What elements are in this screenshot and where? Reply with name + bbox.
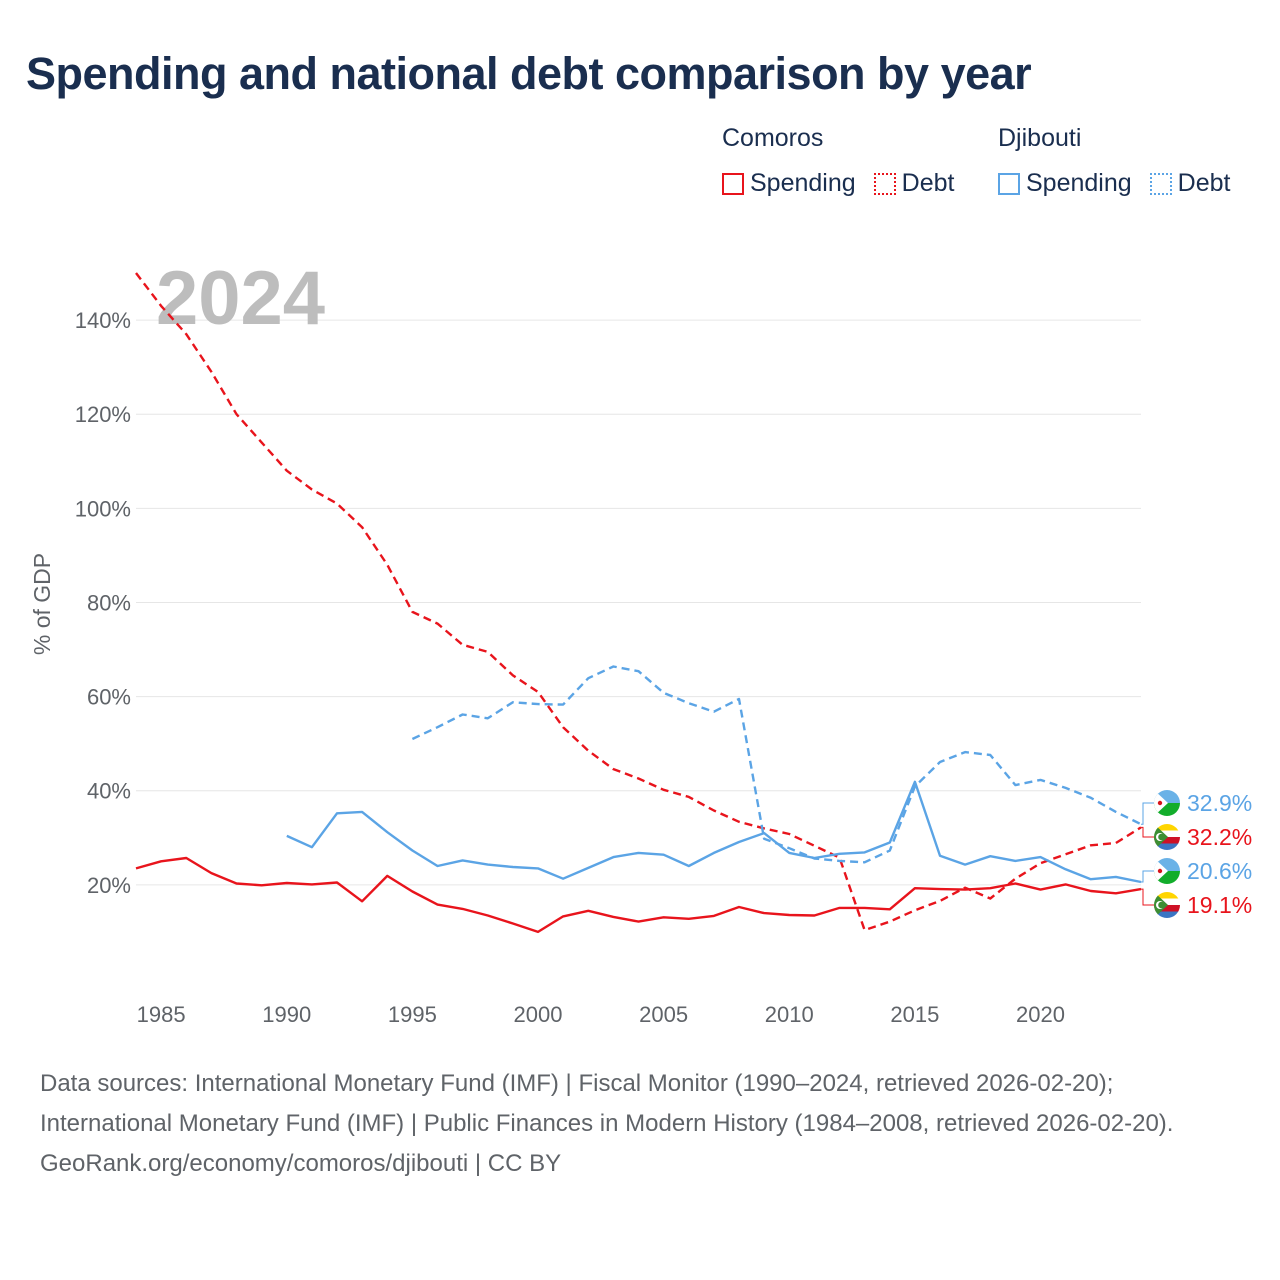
attribution-text[interactable]: GeoRank.org/economy/comoros/djibouti | C…: [40, 1150, 562, 1177]
flag-stripe: [1154, 905, 1180, 912]
data-sources: Data sources: International Monetary Fun…: [40, 1064, 1240, 1184]
legend-label: Debt: [901, 169, 955, 197]
x-tick-label: 2000: [514, 1002, 563, 1027]
x-tick-label: 1995: [388, 1002, 437, 1027]
y-axis-label: % of GDP: [29, 553, 55, 655]
gridlines: [136, 319, 1141, 886]
y-tick-label: 60%: [87, 685, 131, 710]
djibouti-flag-icon: [1154, 858, 1180, 884]
legend-comoros: Comoros Spending Debt: [722, 124, 954, 198]
legend-label: Spending: [1026, 169, 1132, 197]
end-value-label: 20.6%: [1187, 858, 1252, 884]
label-connector: [1141, 870, 1154, 883]
flag-stripe: [1154, 843, 1180, 850]
y-tick-label: 80%: [87, 590, 131, 615]
flag-body: [1154, 892, 1180, 918]
flag-body: [1154, 824, 1180, 850]
flag-body: [1154, 790, 1180, 816]
djibouti-flag-icon: [1154, 790, 1180, 816]
legend-label: Spending: [750, 169, 856, 197]
flag-stripe: [1154, 892, 1180, 899]
year-watermark: 2024: [156, 256, 325, 341]
legend-swatch-dotted: [1149, 172, 1172, 195]
series-lines: [135, 272, 1142, 934]
end-value-label: 19.1%: [1187, 892, 1252, 918]
legend-item-djibouti-debt[interactable]: Debt: [1149, 169, 1231, 198]
y-tick-label: 100%: [75, 496, 131, 521]
flag-stripe: [1154, 830, 1180, 838]
comoros-spending-line: [135, 856, 1142, 934]
x-tick-label: 2015: [890, 1002, 939, 1027]
flag-star: [1157, 800, 1163, 806]
comoros-debt-line: [135, 272, 1142, 932]
flag-crescent-cut: [1158, 901, 1165, 909]
y-tick-label: 40%: [87, 779, 131, 804]
flag-crescent-cut: [1158, 833, 1165, 841]
djibouti-spending-line: [286, 780, 1142, 884]
legend-item-comoros-debt[interactable]: Debt: [873, 169, 955, 198]
legend-country-djibouti: Djibouti: [998, 124, 1082, 152]
comoros-flag-icon: [1154, 824, 1180, 850]
legend-swatch-solid: [998, 172, 1020, 195]
flag-stripe: [1154, 837, 1180, 844]
flag-stripe: [1154, 824, 1180, 831]
legend-djibouti: Djibouti Spending Debt: [998, 124, 1230, 198]
y-tick-label: 140%: [75, 308, 131, 333]
legend-label: Debt: [1177, 169, 1231, 197]
label-connector: [1141, 826, 1154, 838]
comoros-flag-icon: [1154, 892, 1180, 918]
legend-swatch-dotted: [873, 172, 896, 195]
label-connector: [1141, 888, 1154, 906]
djibouti-debt-line: [411, 665, 1142, 864]
end-value-label: 32.2%: [1187, 824, 1252, 850]
flag-stripe: [1154, 911, 1180, 918]
x-tick-label: 2005: [639, 1002, 688, 1027]
x-tick-label: 1985: [137, 1002, 186, 1027]
y-tick-label: 120%: [75, 402, 131, 427]
chart-title: Spending and national debt comparison by…: [26, 48, 1032, 99]
flag-stripe: [1154, 898, 1180, 906]
line-chart: 2024 20% 40% 60% 80% 100% 120% 140% 1985 1990 199…: [29, 256, 1252, 1027]
end-labels: 32.9% 32.2% 20.6% 19.1%: [1141, 790, 1252, 918]
x-tick-label: 2020: [1016, 1002, 1065, 1027]
sources-text: Data sources: International Monetary Fun…: [40, 1070, 1174, 1137]
legend-swatch-solid: [722, 172, 744, 195]
axes: 20% 40% 60% 80% 100% 120% 140% 1985 1990 1995 2000…: [75, 308, 1065, 1027]
y-tick-label: 20%: [87, 873, 131, 898]
end-value-label: 32.9%: [1187, 790, 1252, 816]
flag-star: [1157, 868, 1163, 874]
legend-country-comoros: Comoros: [722, 124, 824, 152]
x-tick-label: 1990: [262, 1002, 311, 1027]
flag-body: [1154, 858, 1180, 884]
x-tick-label: 2010: [765, 1002, 814, 1027]
label-connector: [1141, 802, 1154, 825]
legend-item-djibouti-spending[interactable]: Spending: [998, 169, 1132, 198]
legend-item-comoros-spending[interactable]: Spending: [722, 169, 856, 198]
